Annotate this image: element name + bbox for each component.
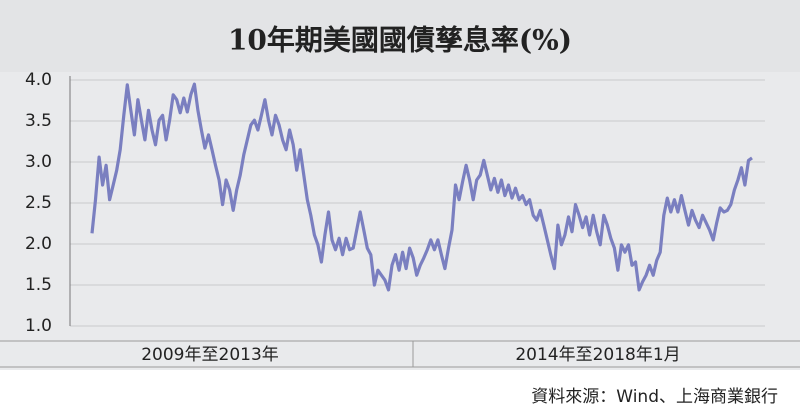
y-tick-label: 3.5 [25, 111, 52, 131]
chart-title: 10年期美國國債孳息率(%) [228, 24, 572, 57]
y-tick-label: 2.0 [25, 234, 52, 254]
period-label: 2014年至2018年1月 [515, 345, 680, 365]
y-tick-label: 2.5 [25, 193, 52, 213]
period-label: 2009年至2013年 [141, 345, 279, 365]
y-tick-label: 3.0 [25, 152, 52, 172]
title-band [0, 0, 800, 72]
y-tick-label: 1.0 [25, 316, 52, 336]
data-line [90, 82, 753, 292]
y-tick-label: 4.0 [25, 70, 52, 90]
source-note: 資料來源：Wind、上海商業銀行 [531, 387, 778, 407]
y-tick-label: 1.5 [25, 275, 52, 295]
